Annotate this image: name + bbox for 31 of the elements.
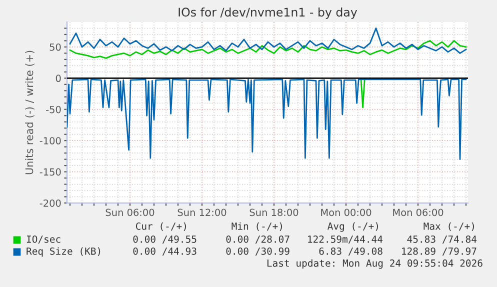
text: Cur (-/+) bbox=[136, 222, 186, 231]
text: Max (-/+) bbox=[424, 222, 474, 231]
x-tick-label: Sun 18:00 bbox=[250, 208, 298, 216]
y-axis-title: Units read (-) / write (+) bbox=[25, 50, 34, 174]
x-tick-label: Mon 00:00 bbox=[321, 208, 372, 216]
text: 0.00 /30.99 bbox=[226, 247, 290, 256]
y-tick-label: -200 bbox=[40, 199, 61, 207]
y-tick-label: 0 bbox=[56, 74, 61, 82]
text: Avg (-/+) bbox=[328, 222, 378, 232]
text: 128.89 /79.97 bbox=[402, 247, 476, 256]
y-tick-label: -50 bbox=[46, 106, 61, 114]
text: 45.83 /74.84 bbox=[407, 235, 477, 244]
x-tick-label: Mon 06:00 bbox=[393, 208, 444, 216]
legend-label: IO/sec bbox=[26, 235, 60, 244]
legend-label: Req Size (KB) bbox=[26, 247, 100, 257]
x-tick-label: Sun 12:00 bbox=[178, 208, 226, 216]
x-tick-label: Sun 06:00 bbox=[106, 208, 154, 216]
line-series bbox=[69, 40, 467, 59]
line-series bbox=[69, 28, 467, 54]
text: Last update: Mon Aug 24 09:55:04 2026 bbox=[267, 259, 482, 269]
text: 0.00 /28.07 bbox=[226, 235, 290, 244]
text: 0.00 /49.55 bbox=[133, 235, 196, 244]
line-series bbox=[67, 78, 467, 160]
chart-title: IOs for /dev/nvme1n1 - by day bbox=[178, 7, 358, 19]
text: 122.59m/44.44 bbox=[308, 235, 383, 244]
y-tick-label: -150 bbox=[40, 168, 61, 176]
y-tick-label: -100 bbox=[40, 137, 61, 144]
text: 6.83 /49.08 bbox=[319, 247, 382, 256]
text: 0.00 /44.93 bbox=[133, 247, 196, 256]
y-tick-label: 50 bbox=[50, 43, 61, 51]
text: Min (-/+) bbox=[232, 222, 282, 231]
